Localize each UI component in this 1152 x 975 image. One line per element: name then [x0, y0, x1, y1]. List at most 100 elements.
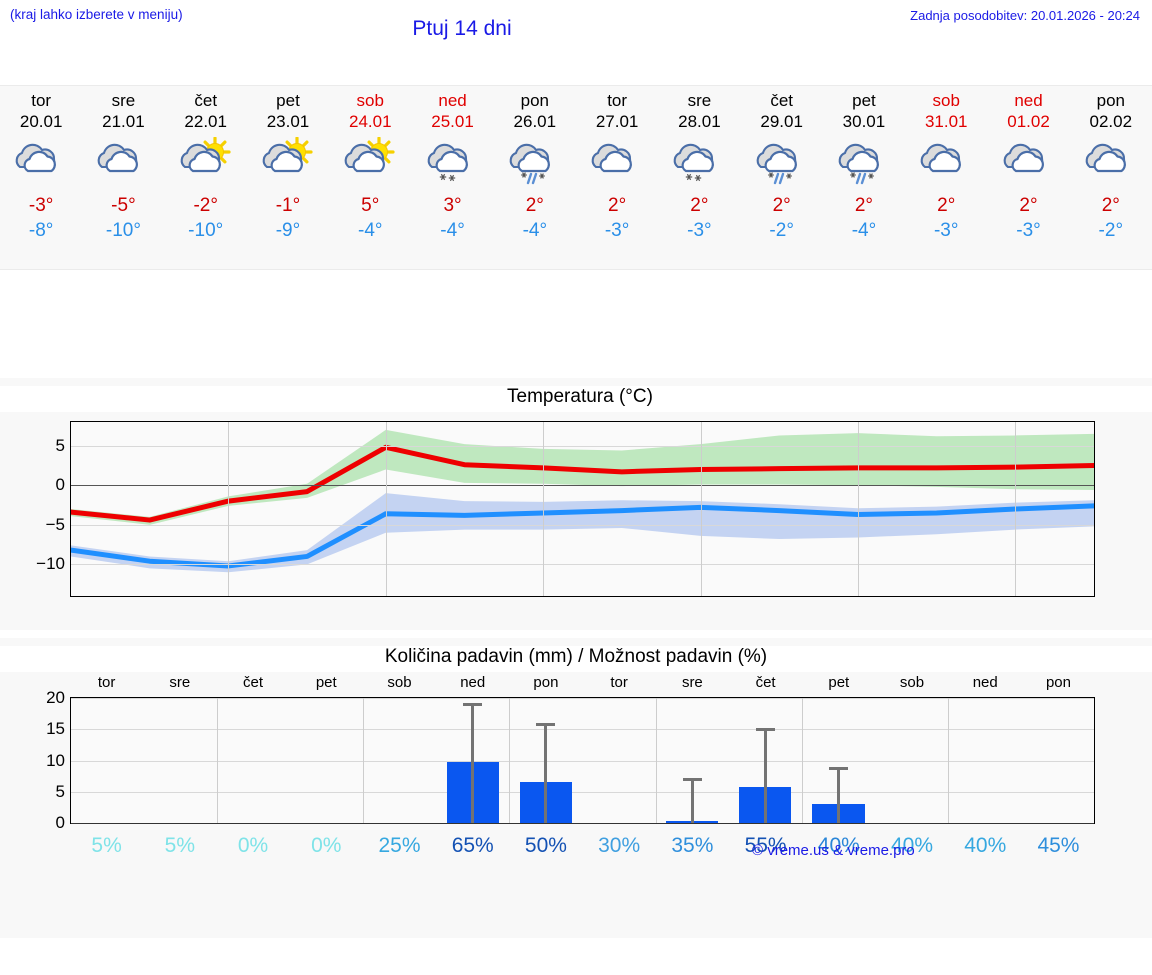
- precipitation-day-gridline: [363, 698, 365, 823]
- day-column[interactable]: čet 29.01 2° -2°: [741, 86, 823, 269]
- day-temp-min: -4°: [851, 220, 877, 241]
- day-temp-max: -2°: [193, 195, 218, 216]
- day-column[interactable]: ned 25.01 3° -4°: [411, 86, 493, 269]
- precipitation-probability-label: 40%: [817, 834, 860, 857]
- day-column[interactable]: pet 23.01 -1° -9°: [247, 86, 329, 269]
- day-column[interactable]: pon 26.01 2° -4°: [494, 86, 576, 269]
- precipitation-day-label: ned: [972, 674, 998, 691]
- day-name: sob: [932, 91, 960, 110]
- day-temp-min: -3°: [604, 220, 630, 241]
- day-name: pet: [852, 91, 876, 110]
- day-column[interactable]: pet 30.01 2° -4°: [823, 86, 905, 269]
- day-date: 25.01: [431, 112, 474, 131]
- precipitation-probability-label: 40%: [891, 834, 934, 857]
- precipitation-day-gridline: [801, 698, 803, 823]
- day-column[interactable]: sre 21.01 -5° -10°: [82, 86, 164, 269]
- precipitation-probability-label: 50%: [524, 834, 567, 857]
- day-date: 02.02: [1089, 112, 1133, 131]
- temperature-y-tick-label: −10: [36, 554, 65, 574]
- day-name: sob: [356, 91, 384, 110]
- day-name: pon: [1096, 91, 1125, 110]
- day-temp-min: -3°: [687, 220, 712, 241]
- day-temp-max: 2°: [1101, 195, 1120, 216]
- temperature-y-tick-label: −5: [45, 514, 65, 534]
- cloudy-rain-snow-icon: [750, 137, 814, 187]
- precipitation-error-bar: [763, 729, 767, 823]
- temperature-day-gridline: [1015, 422, 1017, 596]
- precipitation-day-label: pet: [828, 674, 850, 691]
- precipitation-y-tick-label: 0: [55, 813, 65, 832]
- day-temp-max: -5°: [111, 195, 136, 216]
- day-name: sre: [111, 91, 136, 110]
- day-column[interactable]: čet 22.01 -2° -10°: [165, 86, 247, 269]
- precipitation-day-label: sob: [899, 674, 925, 691]
- day-date: 21.01: [102, 112, 145, 131]
- day-temp-max: 2°: [525, 195, 544, 216]
- precipitation-probability-label: 45%: [1037, 834, 1080, 857]
- precipitation-gridline: [71, 823, 1094, 824]
- day-column[interactable]: sob 24.01 5° -4°: [329, 86, 411, 269]
- day-temp-max: 2°: [690, 195, 709, 216]
- page-header: (kraj lahko izberete v meniju) Ptuj 14 d…: [0, 0, 1152, 62]
- cloudy-snow-icon: [421, 137, 485, 187]
- precipitation-chart: Količina padavin (mm) / Možnost padavin …: [0, 638, 1152, 938]
- precipitation-day-gridline: [217, 698, 219, 823]
- precipitation-probability-label: 55%: [744, 834, 787, 857]
- precipitation-plot-area: 20 15 10 5 0: [46, 688, 1095, 832]
- temperature-gridline: [71, 485, 1094, 487]
- precipitation-probability-label: 0%: [311, 834, 342, 857]
- temperature-day-gridline: [228, 422, 230, 596]
- cloudy-icon: [914, 137, 978, 187]
- day-temp-max: 3°: [443, 195, 462, 216]
- day-temp-min: -3°: [1016, 220, 1041, 241]
- precipitation-day-label: sre: [681, 674, 703, 691]
- day-date: 26.01: [513, 112, 557, 131]
- precipitation-day-label: tor: [97, 674, 116, 691]
- day-column[interactable]: sre 28.01 2° -3°: [658, 86, 740, 269]
- precipitation-y-tick-label: 20: [46, 688, 65, 707]
- day-temp-min: -9°: [275, 220, 301, 241]
- precipitation-probability-label: 65%: [451, 834, 494, 857]
- precipitation-day-label: čet: [243, 674, 264, 691]
- precipitation-day-gridline: [655, 698, 657, 823]
- precipitation-day-labels: tor sre čet pet sob ned pon tor sre čet pet sob ned p…: [70, 674, 1095, 696]
- precipitation-probability-label: 5%: [91, 834, 122, 857]
- day-name: pon: [520, 91, 550, 110]
- precipitation-error-bar: [471, 704, 475, 823]
- precipitation-error-cap: [828, 766, 848, 770]
- partly-sunny-icon: [256, 136, 320, 187]
- precipitation-error-cap: [536, 723, 556, 727]
- precipitation-gridline: [71, 698, 1094, 699]
- precipitation-error-bar: [836, 768, 840, 823]
- precipitation-probability-label: 40%: [964, 834, 1007, 857]
- cloudy-icon: [997, 137, 1061, 187]
- precipitation-day-label: sob: [387, 674, 412, 691]
- precipitation-day-label: ned: [460, 674, 486, 691]
- day-temp-min: -4°: [358, 220, 383, 241]
- day-column[interactable]: tor 27.01 2° -3°: [576, 86, 658, 269]
- last-update-note: Zadnja posodobitev: 20.01.2026 - 20:24: [910, 8, 1140, 23]
- day-temp-max: 2°: [608, 195, 627, 216]
- day-name: ned: [438, 91, 467, 110]
- temperature-gridline: [71, 564, 1094, 566]
- day-column[interactable]: ned 01.02 2° -3°: [987, 86, 1069, 269]
- day-column[interactable]: tor 20.01 -3° -8°: [0, 86, 82, 269]
- temperature-day-gridline: [700, 422, 702, 596]
- cloudy-rain-snow-icon: [503, 137, 567, 187]
- precipitation-probability-label: 5%: [164, 834, 195, 857]
- menu-hint: (kraj lahko izberete v meniju): [10, 7, 183, 22]
- day-date: 23.01: [266, 112, 310, 131]
- precipitation-gridline: [71, 729, 1094, 731]
- precipitation-y-tick-label: 15: [46, 719, 65, 739]
- day-column[interactable]: sob 31.01 2° -3°: [905, 86, 987, 269]
- day-temp-min: -8°: [28, 220, 54, 241]
- cloudy-icon: [585, 137, 649, 187]
- day-temp-min: -4°: [440, 220, 465, 241]
- day-temp-max: 2°: [854, 195, 874, 216]
- day-date: 27.01: [595, 112, 639, 131]
- precipitation-error-bar: [544, 724, 548, 823]
- day-name: tor: [607, 91, 628, 110]
- temperature-plot-area: 5 0 −5 −10: [36, 421, 1095, 597]
- day-column[interactable]: pon 02.02 2° -2°: [1070, 86, 1152, 269]
